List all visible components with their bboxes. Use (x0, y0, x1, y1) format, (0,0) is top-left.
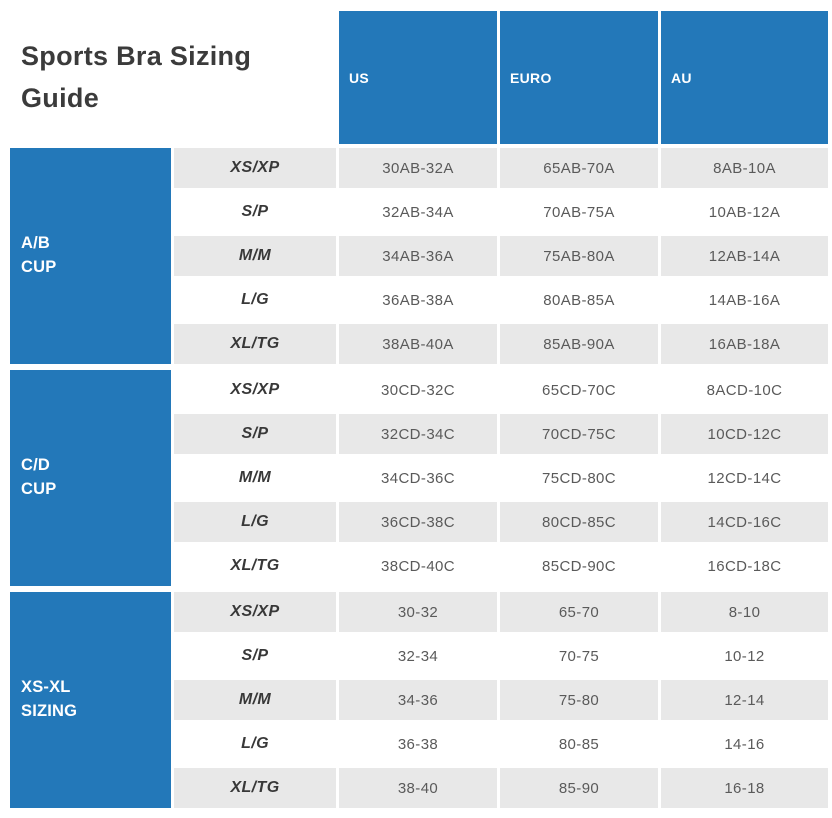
us-value-cell: 38CD-40C (339, 546, 497, 586)
euro-value-cell: 80CD-85C (500, 502, 658, 542)
euro-value-cell: 70CD-75C (500, 414, 658, 454)
euro-value-cell: 85AB-90A (500, 324, 658, 364)
size-cell: XS/XP (174, 592, 336, 632)
us-value-cell: 32CD-34C (339, 414, 497, 454)
euro-value-cell: 80-85 (500, 724, 658, 764)
us-value-cell: 36CD-38C (339, 502, 497, 542)
euro-value-cell: 85-90 (500, 768, 658, 808)
au-value-cell: 12-14 (661, 680, 828, 720)
size-cell: M/M (174, 680, 336, 720)
size-cell: L/G (174, 280, 336, 320)
us-value-cell: 32-34 (339, 636, 497, 676)
size-cell: S/P (174, 414, 336, 454)
au-value-cell: 12AB-14A (661, 236, 828, 276)
euro-value-cell: 65CD-70C (500, 370, 658, 410)
au-value-cell: 12CD-14C (661, 458, 828, 498)
us-value-cell: 36-38 (339, 724, 497, 764)
au-value-cell: 16AB-18A (661, 324, 828, 364)
euro-value-cell: 70-75 (500, 636, 658, 676)
euro-value-cell: 75CD-80C (500, 458, 658, 498)
us-value-cell: 30-32 (339, 592, 497, 632)
au-value-cell: 10CD-12C (661, 414, 828, 454)
us-value-cell: 30AB-32A (339, 148, 497, 188)
us-value-cell: 30CD-32C (339, 370, 497, 410)
section-label-cd-cup: C/D CUP (10, 370, 171, 586)
us-value-cell: 34AB-36A (339, 236, 497, 276)
page-title: Sports Bra Sizing Guide (21, 40, 252, 113)
au-value-cell: 16CD-18C (661, 546, 828, 586)
us-value-cell: 36AB-38A (339, 280, 497, 320)
au-value-cell: 10AB-12A (661, 192, 828, 232)
section-cd-cup: C/D CUP XS/XP 30CD-32C 65CD-70C 8ACD-10C… (10, 370, 832, 586)
size-cell: M/M (174, 458, 336, 498)
table-header-row: Sports Bra Sizing Guide US EURO AU (10, 11, 832, 144)
au-value-cell: 8ACD-10C (661, 370, 828, 410)
column-header-euro: EURO (500, 11, 658, 144)
euro-value-cell: 85CD-90C (500, 546, 658, 586)
column-header-us: US (339, 11, 497, 144)
us-value-cell: 38-40 (339, 768, 497, 808)
au-value-cell: 8AB-10A (661, 148, 828, 188)
size-cell: XL/TG (174, 546, 336, 586)
us-value-cell: 34-36 (339, 680, 497, 720)
euro-value-cell: 75-80 (500, 680, 658, 720)
au-value-cell: 10-12 (661, 636, 828, 676)
size-cell: M/M (174, 236, 336, 276)
size-cell: XL/TG (174, 324, 336, 364)
euro-value-cell: 65AB-70A (500, 148, 658, 188)
size-cell: XL/TG (174, 768, 336, 808)
size-cell: L/G (174, 502, 336, 542)
au-value-cell: 14AB-16A (661, 280, 828, 320)
euro-value-cell: 75AB-80A (500, 236, 658, 276)
us-value-cell: 34CD-36C (339, 458, 497, 498)
us-value-cell: 38AB-40A (339, 324, 497, 364)
size-cell: S/P (174, 192, 336, 232)
size-cell: XS/XP (174, 148, 336, 188)
size-cell: S/P (174, 636, 336, 676)
section-ab-cup: A/B CUP XS/XP 30AB-32A 65AB-70A 8AB-10A … (10, 148, 832, 364)
euro-value-cell: 65-70 (500, 592, 658, 632)
euro-value-cell: 80AB-85A (500, 280, 658, 320)
column-header-au: AU (661, 11, 828, 144)
au-value-cell: 16-18 (661, 768, 828, 808)
section-xs-xl-sizing: XS-XL SIZING XS/XP 30-32 65-70 8-10 S/P … (10, 592, 832, 808)
au-value-cell: 14CD-16C (661, 502, 828, 542)
us-value-cell: 32AB-34A (339, 192, 497, 232)
au-value-cell: 8-10 (661, 592, 828, 632)
title-cell: Sports Bra Sizing Guide (10, 11, 336, 144)
size-cell: XS/XP (174, 370, 336, 410)
section-label-ab-cup: A/B CUP (10, 148, 171, 364)
au-value-cell: 14-16 (661, 724, 828, 764)
euro-value-cell: 70AB-75A (500, 192, 658, 232)
section-label-xs-xl-sizing: XS-XL SIZING (10, 592, 171, 808)
size-cell: L/G (174, 724, 336, 764)
